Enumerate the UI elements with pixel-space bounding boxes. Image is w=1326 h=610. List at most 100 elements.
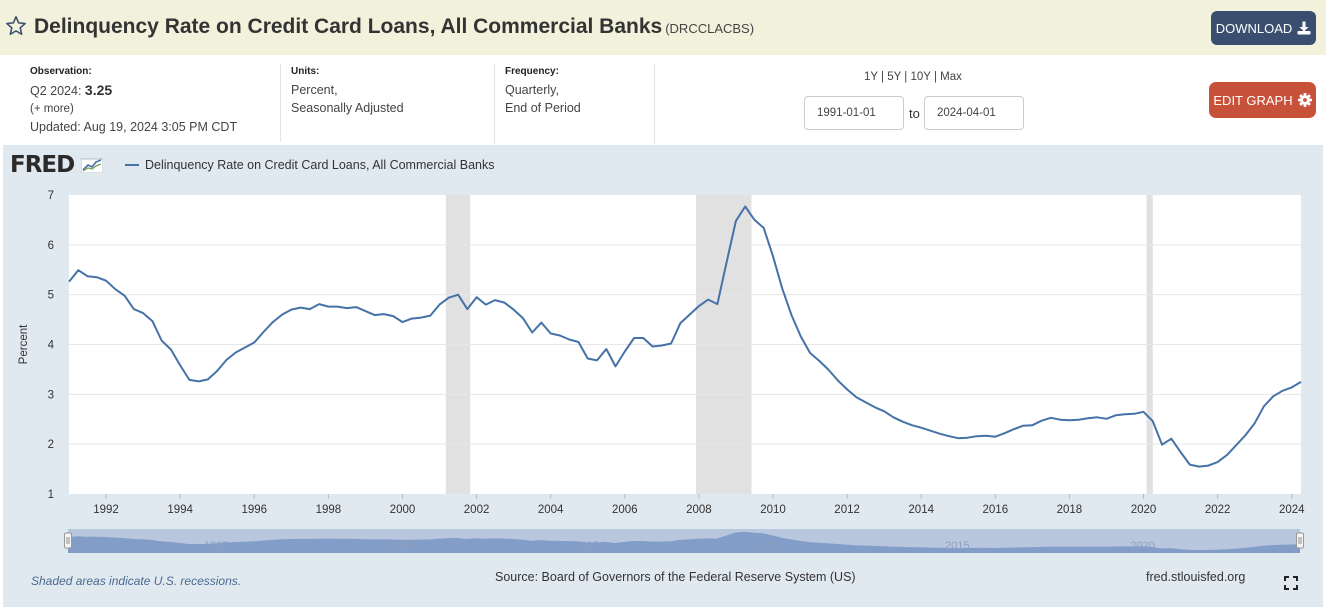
data-point [114, 288, 116, 290]
x-tick-label: 2012 [834, 504, 860, 516]
data-point [893, 416, 895, 418]
data-point [661, 345, 663, 347]
data-point [170, 349, 172, 351]
data-point [1143, 411, 1145, 413]
units-label: Units: [291, 66, 320, 77]
more-link[interactable]: (+ more) [30, 103, 74, 115]
data-point [300, 307, 302, 309]
range-separator: | [877, 71, 888, 83]
data-point [856, 396, 858, 398]
data-point [939, 433, 941, 435]
data-point [309, 308, 311, 310]
data-point [1161, 444, 1163, 446]
units-line-2: Seasonally Adjusted [291, 101, 404, 115]
data-point [402, 321, 404, 323]
frequency-line-2: End of Period [505, 101, 581, 115]
data-point [568, 339, 570, 341]
data-point [578, 341, 580, 343]
data-point [337, 306, 339, 308]
x-tick-label: 2018 [1057, 504, 1083, 516]
edit-graph-button[interactable]: EDIT GRAPH [1209, 82, 1316, 118]
data-point [1059, 419, 1061, 421]
start-date-input[interactable] [804, 96, 904, 130]
data-point [1208, 465, 1210, 467]
y-tick-label: 7 [48, 190, 54, 202]
data-point [281, 314, 283, 316]
data-point [207, 379, 209, 381]
star-icon[interactable] [5, 15, 27, 37]
data-point [457, 294, 459, 296]
data-point [1282, 390, 1284, 392]
data-point [837, 380, 839, 382]
data-point [226, 359, 228, 361]
end-date-input[interactable] [924, 96, 1024, 130]
gear-icon [1297, 93, 1312, 107]
data-point [1078, 419, 1080, 421]
download-button[interactable]: DOWNLOAD [1211, 11, 1316, 45]
navigator-handle-left[interactable] [64, 532, 72, 549]
data-point [1096, 416, 1098, 418]
navigator-tick-label: 2020 [1130, 540, 1154, 552]
range-link-1y[interactable]: 1Y [864, 71, 878, 83]
fred-logo-text: FRED [10, 152, 75, 178]
data-point [809, 352, 811, 354]
data-point [87, 275, 89, 277]
data-point [717, 303, 719, 305]
data-point [726, 261, 728, 263]
x-tick-label: 2022 [1205, 504, 1231, 516]
observation-block: Observation: Q2 2024: 3.25 (+ more) Upda… [30, 64, 280, 142]
x-tick-label: 2024 [1279, 504, 1305, 516]
navigator-tick-label: 2015 [945, 540, 969, 552]
data-point [1245, 434, 1247, 436]
data-point [263, 331, 265, 333]
page-title: Delinquency Rate on Credit Card Loans, A… [34, 15, 754, 39]
site-text[interactable]: fred.stlouisfed.org [1146, 570, 1246, 584]
fullscreen-icon[interactable] [1284, 576, 1298, 590]
title-bar [0, 0, 1326, 55]
navigator-series [68, 531, 1300, 553]
data-point [1254, 422, 1256, 424]
observation-label: Observation: [30, 66, 92, 77]
frequency-line-1: Quarterly, [505, 83, 559, 97]
data-point [531, 332, 533, 334]
y-tick-label: 5 [48, 290, 54, 302]
data-point [392, 315, 394, 317]
range-link-5y[interactable]: 5Y [887, 71, 902, 83]
range-link-10y[interactable]: 10Y [910, 71, 931, 83]
data-point [142, 312, 144, 314]
navigator-handle-right[interactable] [1296, 532, 1304, 549]
data-point [550, 333, 552, 335]
navigator-tick-label: 2005 [574, 540, 598, 552]
data-point [1235, 444, 1237, 446]
y-tick-label: 3 [48, 389, 54, 401]
data-point [272, 321, 274, 323]
x-tick-label: 2016 [983, 504, 1009, 516]
data-point [1217, 461, 1219, 463]
data-point [800, 336, 802, 338]
data-point [383, 313, 385, 315]
x-tick-label: 2014 [908, 504, 934, 516]
legend-label: Delinquency Rate on Credit Card Loans, A… [145, 158, 495, 172]
data-point [754, 219, 756, 221]
data-point [985, 435, 987, 437]
data-point [948, 435, 950, 437]
units-block: Units: Percent, Seasonally Adjusted [280, 64, 494, 142]
data-point [1013, 428, 1015, 430]
data-point [448, 297, 450, 299]
data-point [883, 410, 885, 412]
y-tick-label: 1 [48, 489, 54, 501]
legend-swatch [125, 164, 139, 166]
data-point [541, 322, 543, 324]
data-point [1170, 438, 1172, 440]
y-tick-label: 6 [48, 240, 54, 252]
data-point [494, 299, 496, 301]
range-separator: | [901, 71, 911, 83]
chart-legend: Delinquency Rate on Credit Card Loans, A… [125, 158, 494, 172]
data-point [587, 358, 589, 360]
range-link-max[interactable]: Max [940, 71, 962, 83]
y-axis-label: Percent [18, 324, 30, 364]
x-tick-label: 2004 [538, 504, 564, 516]
data-point [680, 322, 682, 324]
x-tick-label: 1998 [316, 504, 342, 516]
data-point [1124, 413, 1126, 415]
